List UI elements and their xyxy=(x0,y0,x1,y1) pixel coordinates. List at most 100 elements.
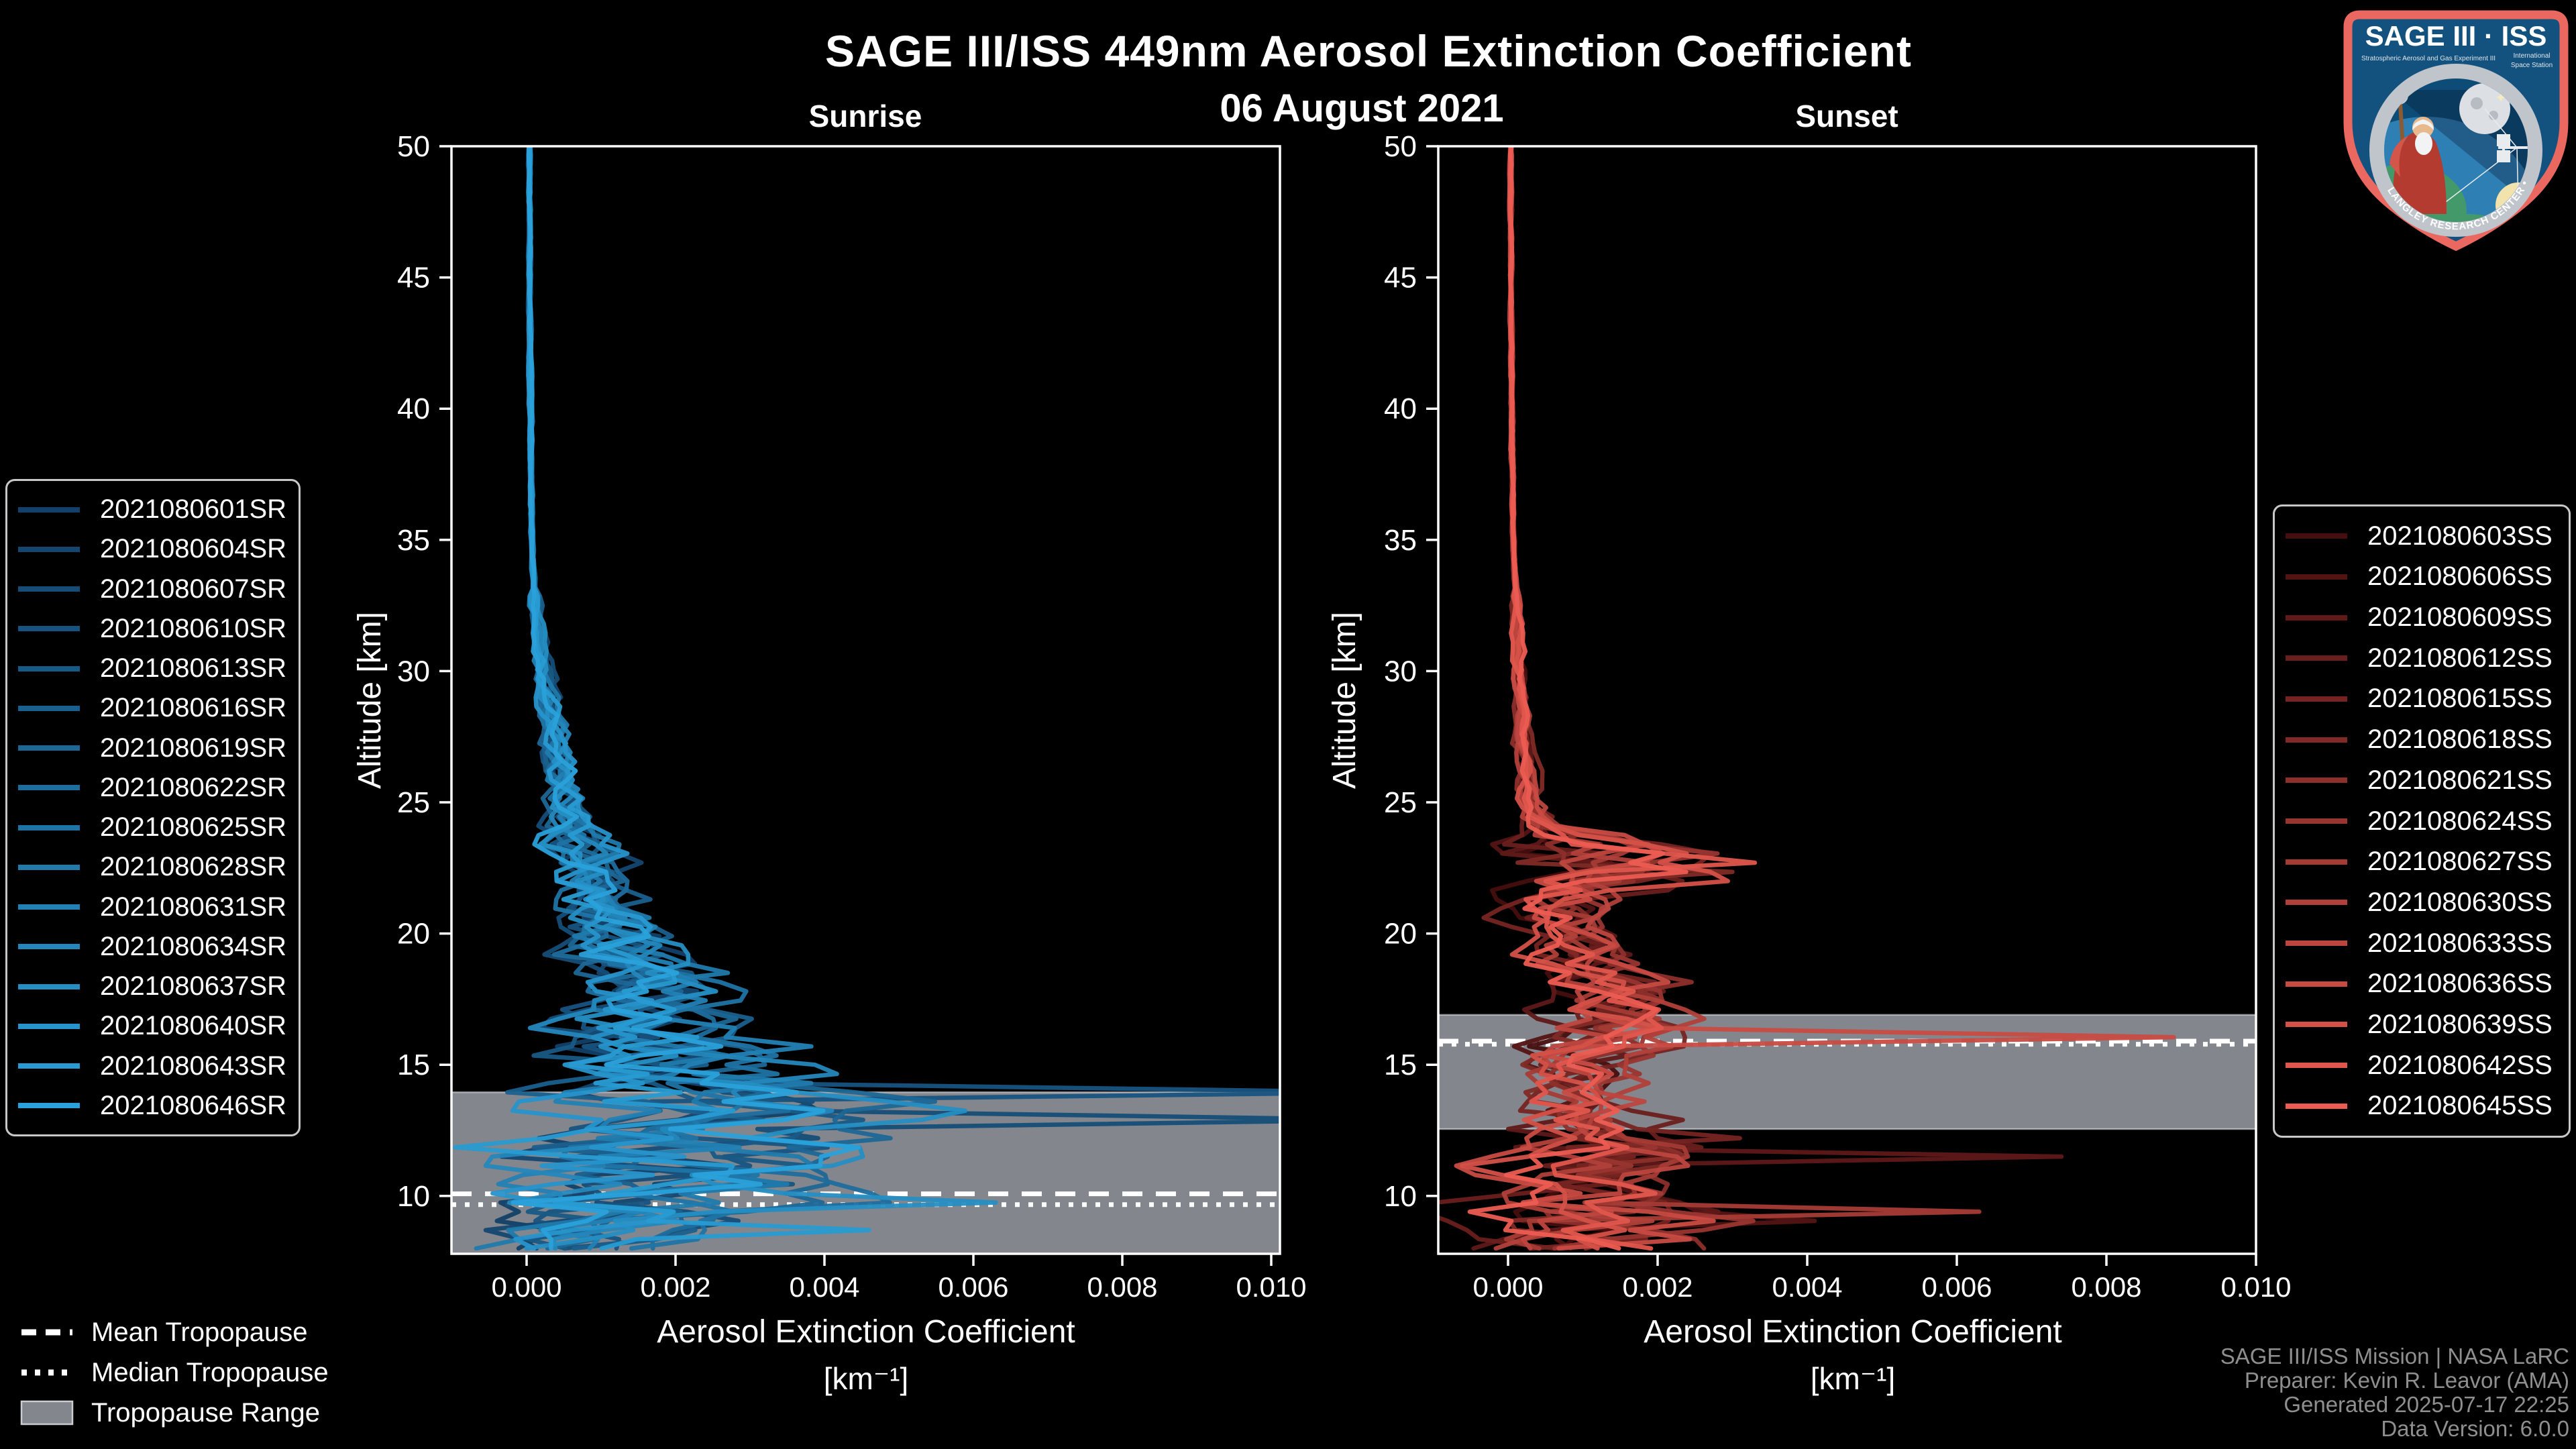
y-tick-label: 30 xyxy=(397,655,430,688)
x-axis-label-sunset: Aerosol Extinction Coefficient xyxy=(1644,1314,2062,1350)
panel-title-sunrise: Sunrise xyxy=(808,99,922,133)
legend-event-label: 2021080613SR xyxy=(100,653,287,684)
legend-item: 2021080609SS xyxy=(2284,602,2569,633)
legend-item: 2021080642SS xyxy=(2284,1051,2569,1081)
date-subtitle: 06 August 2021 xyxy=(1220,87,1504,130)
y-tick-label: 45 xyxy=(397,262,430,294)
legend-line-swatch-icon xyxy=(2286,655,2347,661)
legend-item: 2021080633SS xyxy=(2284,928,2569,959)
panel-sunset: 10 15 20 25 30 35 40 45 50 0.000 0.002 0.004 0.006 0.… xyxy=(1384,130,2292,1303)
legend-event-label: 2021080636SS xyxy=(2367,969,2553,999)
legend-line-swatch-icon xyxy=(18,546,80,552)
panel-sunrise: 10 15 20 25 30 35 40 45 50 0.000 0.002 0.004 0.006 0.… xyxy=(397,130,1307,1303)
x-tick-label: 0.002 xyxy=(640,1271,710,1303)
legend-event-label: 2021080606SS xyxy=(2367,561,2553,592)
legend-line-swatch-icon xyxy=(18,626,80,632)
y-tick-label: 35 xyxy=(1384,524,1417,557)
legend-line-swatch-icon xyxy=(2286,696,2347,702)
y-axis-label-sunrise: Altitude [km] xyxy=(352,611,388,790)
median-tropopause-label: Median Tropopause xyxy=(91,1357,329,1387)
legend-line-swatch-icon xyxy=(18,983,80,989)
legend-event-label: 2021080633SS xyxy=(2367,928,2553,958)
x-tick-label: 0.004 xyxy=(1772,1271,1842,1303)
mean-tropopause-label: Mean Tropopause xyxy=(91,1317,308,1347)
legend-event-label: 2021080622SR xyxy=(100,772,287,802)
legend-event-label: 2021080624SS xyxy=(2367,806,2553,836)
legend-line-swatch-icon xyxy=(18,665,80,672)
legend-line-swatch-icon xyxy=(18,705,80,711)
logo-ring xyxy=(2369,64,2542,237)
logo-title: SAGE III · ISS xyxy=(2365,20,2547,52)
legend-event-label: 2021080618SS xyxy=(2367,724,2553,755)
y-tick-label: 50 xyxy=(397,130,430,163)
legend-item: 2021080628SR xyxy=(17,852,299,882)
legend-item: 2021080610SR xyxy=(17,614,299,644)
x-tick-label: 0.000 xyxy=(491,1271,561,1303)
legend-item: 2021080601SR xyxy=(17,494,299,525)
legend-item-median-tropopause: Median Tropopause xyxy=(20,1352,329,1393)
y-tick-label: 45 xyxy=(1384,262,1417,294)
footer-mission: SAGE III/ISS Mission | NASA LaRC xyxy=(2220,1344,2569,1368)
legend-event-label: 2021080616SR xyxy=(100,693,287,723)
legend-item: 2021080621SS xyxy=(2284,765,2569,796)
legend-line-swatch-icon xyxy=(2286,941,2347,947)
y-tick-label: 25 xyxy=(1384,786,1417,819)
legend-line-swatch-icon xyxy=(18,586,80,592)
legend-event-label: 2021080621SS xyxy=(2367,765,2553,795)
y-tick-label: 15 xyxy=(1384,1049,1417,1081)
footer-generated: Generated 2025-07-17 22:25 xyxy=(2284,1392,2569,1417)
median-tropopause-swatch-icon xyxy=(21,1369,72,1376)
y-tick-label: 10 xyxy=(1384,1180,1417,1213)
legend-item: 2021080640SR xyxy=(17,1011,299,1041)
x-tick-label: 0.006 xyxy=(938,1271,1008,1303)
legend-event-label: 2021080603SS xyxy=(2367,521,2553,551)
legend-event-label: 2021080631SR xyxy=(100,892,287,922)
profile-line-2021080645SS xyxy=(1467,146,1688,1251)
y-tick-label: 50 xyxy=(1384,130,1417,163)
y-tick-label: 20 xyxy=(1384,918,1417,951)
footer-credits: SAGE III/ISS Mission | NASA LaRC Prepare… xyxy=(2220,1344,2569,1441)
legend-item: 2021080636SS xyxy=(2284,969,2569,999)
legend-item: 2021080631SR xyxy=(17,892,299,922)
legend-event-label: 2021080637SR xyxy=(100,971,287,1002)
legend-item: 2021080615SS xyxy=(2284,684,2569,714)
legend-item: 2021080606SS xyxy=(2284,561,2569,592)
legend-line-swatch-icon xyxy=(2286,574,2347,580)
legend-item: 2021080603SS xyxy=(2284,521,2569,551)
legend-sunset-events: 2021080603SS 2021080606SS 2021080609SS 2021… xyxy=(2273,504,2571,1138)
legend-item: 2021080622SR xyxy=(17,773,299,803)
legend-line-swatch-icon xyxy=(2286,900,2347,906)
logo-iss xyxy=(2443,108,2528,206)
page-title: SAGE III/ISS 449nm Aerosol Extinction Co… xyxy=(825,26,1912,76)
x-tick-label: 0.004 xyxy=(789,1271,859,1303)
legend-event-label: 2021080625SR xyxy=(100,812,287,843)
legend-event-label: 2021080619SR xyxy=(100,733,287,763)
logo-subtitle-left: Stratospheric Aerosol and Gas Experiment… xyxy=(2361,55,2496,62)
y-tick-label: 40 xyxy=(1384,392,1417,425)
x-axis-units-sunrise: [km⁻¹] xyxy=(823,1361,909,1396)
legend-line-swatch-icon xyxy=(18,1063,80,1069)
legend-line-swatch-icon xyxy=(2286,1022,2347,1028)
y-tick-label: 20 xyxy=(397,918,430,951)
legend-item: 2021080616SR xyxy=(17,693,299,723)
x-tick-label: 0.000 xyxy=(1472,1271,1543,1303)
logo-subtitle-right-2: Space Station xyxy=(2511,62,2553,69)
legend-event-label: 2021080642SS xyxy=(2367,1050,2553,1080)
sage-iii-iss-logo: BALL • NASA LANGLEY RESEARCH CENTER • TA… xyxy=(2343,9,2569,252)
legend-line-swatch-icon xyxy=(2286,614,2347,621)
logo-subtitle-right-1: International xyxy=(2513,52,2550,60)
legend-line-swatch-icon xyxy=(18,904,80,910)
footer-preparer: Preparer: Kevin R. Leavor (AMA) xyxy=(2244,1368,2569,1393)
tropopause-legend: Mean Tropopause Median Tropopause Tropop… xyxy=(20,1312,329,1433)
legend-line-swatch-icon xyxy=(2286,818,2347,824)
legend-item: 2021080645SS xyxy=(2284,1091,2569,1121)
legend-event-label: 2021080607SR xyxy=(100,574,287,604)
x-axis-label-sunrise: Aerosol Extinction Coefficient xyxy=(657,1314,1075,1350)
legend-line-swatch-icon xyxy=(2286,1103,2347,1109)
legend-line-swatch-icon xyxy=(2286,859,2347,865)
legend-event-label: 2021080612SS xyxy=(2367,643,2553,673)
legend-item: 2021080613SR xyxy=(17,653,299,684)
legend-event-label: 2021080639SS xyxy=(2367,1009,2553,1039)
y-tick-label: 15 xyxy=(397,1049,430,1081)
